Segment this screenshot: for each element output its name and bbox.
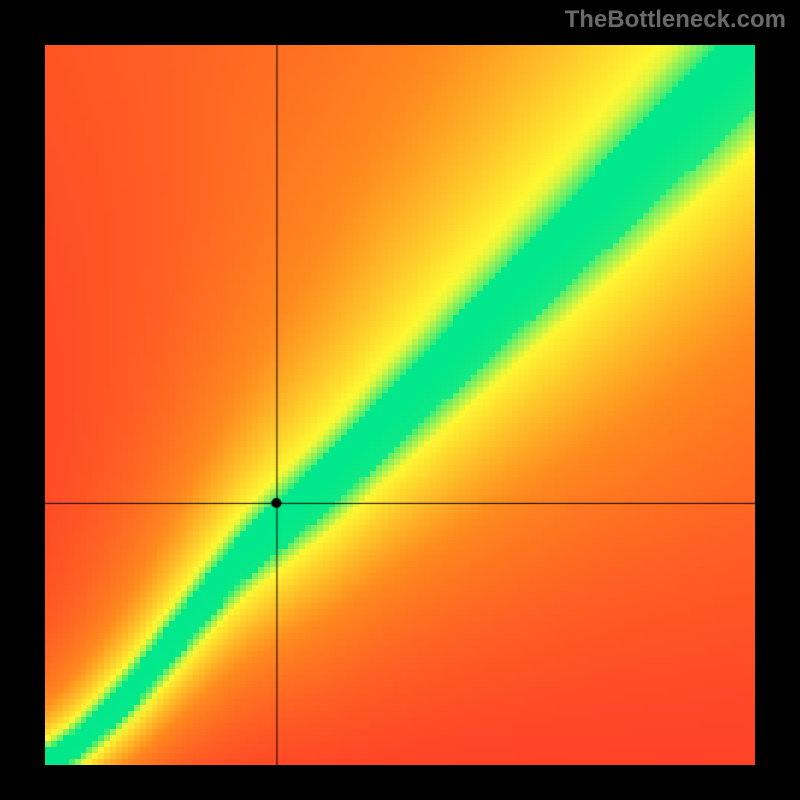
chart-container: TheBottleneck.com [0,0,800,800]
bottleneck-heatmap [45,45,755,765]
watermark-text: TheBottleneck.com [565,6,786,34]
